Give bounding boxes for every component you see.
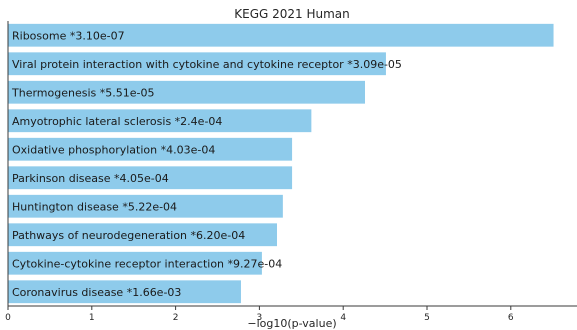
x-tick-label: 1 xyxy=(89,313,95,323)
bar xyxy=(8,80,365,104)
x-tick-label: 4 xyxy=(340,313,346,323)
bar-label: Pathways of neurodegeneration *6.20e-04 xyxy=(12,229,245,242)
bars-group: Ribosome *3.10e-07 Viral protein interact… xyxy=(8,23,554,304)
bar xyxy=(8,137,293,161)
bar-label: Oxidative phosphorylation *4.03e-04 xyxy=(12,143,215,156)
x-tick-label: 6 xyxy=(508,313,514,323)
bar xyxy=(8,223,277,247)
x-tick-label: 0 xyxy=(5,313,11,323)
bar xyxy=(8,166,293,190)
bar-label: Ribosome *3.10e-07 xyxy=(12,29,125,42)
bar xyxy=(8,52,386,76)
x-tick-label: 5 xyxy=(424,313,430,323)
bar xyxy=(8,109,312,133)
bar xyxy=(8,194,283,218)
bar-label: Parkinson disease *4.05e-04 xyxy=(12,172,169,185)
x-axis-title: −log10(p-value) xyxy=(247,317,336,330)
axes-group xyxy=(7,21,577,307)
chart-title: KEGG 2021 Human xyxy=(234,7,350,21)
x-tick-label: 3 xyxy=(257,313,263,323)
bar xyxy=(8,251,262,275)
bar-label: Viral protein interaction with cytokine … xyxy=(12,58,402,71)
bar-label: Coronavirus disease *1.66e-03 xyxy=(12,286,181,299)
bar xyxy=(8,23,554,47)
bar-label: Huntington disease *5.22e-04 xyxy=(12,200,177,213)
x-tick-label: 2 xyxy=(173,313,179,323)
bar-label: Thermogenesis *5.51e-05 xyxy=(11,86,154,99)
bar xyxy=(8,280,241,304)
bar-label: Amyotrophic lateral sclerosis *2.4e-04 xyxy=(12,115,222,128)
x-ticks-group: 0 1 2 3 4 5 6 xyxy=(5,306,514,323)
bar-label: Cytokine-cytokine receptor interaction *… xyxy=(12,257,282,270)
